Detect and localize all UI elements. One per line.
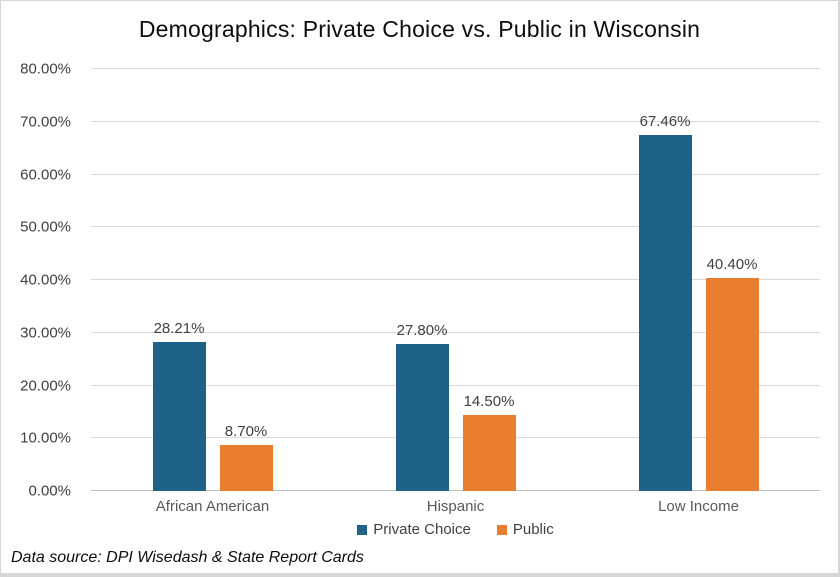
bar-value-label: 28.21% — [153, 320, 205, 338]
bar-cell: 40.40% — [705, 255, 759, 491]
bar-group: 28.21% 8.70% — [91, 69, 334, 491]
bar-value-label: 27.80% — [396, 322, 448, 340]
gridline — [91, 226, 820, 228]
y-tick-label: 60.00% — [20, 166, 71, 183]
y-tick-label: 80.00% — [20, 60, 71, 78]
x-axis-label: African American — [155, 498, 270, 515]
bar-group: 67.46% 40.40% — [577, 69, 820, 491]
bar-private-choice — [395, 344, 449, 491]
y-tick-label: 40.00% — [20, 271, 71, 289]
x-axis: African American Hispanic Low Income — [91, 498, 820, 515]
chart-title: Demographics: Private Choice vs. Public … — [138, 16, 701, 42]
bar-value-label: 8.70% — [224, 423, 268, 441]
y-tick-label: 20.00% — [20, 377, 71, 394]
y-axis: 0.00% 10.00% 20.00% 30.00% 40.00% 50.00% 60.00… — [1, 62, 81, 499]
gridline — [91, 279, 820, 280]
y-tick-label: 0.00% — [28, 482, 71, 500]
bar-value-label: 67.46% — [639, 113, 691, 131]
legend-swatch-private-choice — [357, 524, 368, 535]
x-axis-line — [91, 490, 820, 491]
gridline — [91, 437, 820, 439]
legend-label: Public — [512, 521, 554, 538]
x-axis-label: Hispanic — [426, 498, 485, 515]
bar-cell: 67.46% — [638, 113, 692, 491]
y-tick-label: 50.00% — [20, 218, 71, 236]
bar-cell: 14.50% — [462, 392, 516, 491]
legend-label: Private Choice — [373, 521, 471, 538]
bar-value-label: 40.40% — [706, 255, 758, 273]
x-axis-label: Low Income — [658, 498, 739, 515]
bar-public — [705, 277, 759, 491]
legend-item-public: Public — [496, 521, 554, 538]
bar-private-choice — [638, 135, 692, 491]
gridline — [91, 173, 820, 175]
bar-private-choice — [152, 342, 206, 491]
bar-value-label: 14.50% — [463, 392, 515, 410]
legend-item-private-choice: Private Choice — [357, 521, 471, 538]
bar-cell: 8.70% — [219, 423, 273, 491]
bar-cell: 27.80% — [395, 322, 449, 491]
bar-public — [219, 445, 273, 491]
legend-swatch-public — [496, 524, 507, 535]
y-tick-label: 70.00% — [20, 113, 71, 131]
y-tick-label: 30.00% — [20, 324, 71, 342]
bar-public — [462, 414, 516, 491]
gridline — [91, 331, 820, 333]
bar-cell: 28.21% — [152, 320, 206, 491]
gridline — [91, 384, 820, 386]
gridline — [91, 120, 820, 122]
bar-groups: 28.21% 8.70% 27.80% 14.50% 67.46% 40.40% — [91, 69, 820, 491]
bar-group: 27.80% 14.50% — [334, 69, 577, 491]
source-note: Data source: DPI Wisedash & State Report… — [11, 549, 364, 566]
y-tick-label: 10.00% — [20, 429, 71, 447]
legend: Private Choice Public — [91, 521, 820, 538]
gridline — [91, 68, 820, 69]
plot-area: 28.21% 8.70% 27.80% 14.50% 67.46% 40.40% — [91, 68, 820, 491]
